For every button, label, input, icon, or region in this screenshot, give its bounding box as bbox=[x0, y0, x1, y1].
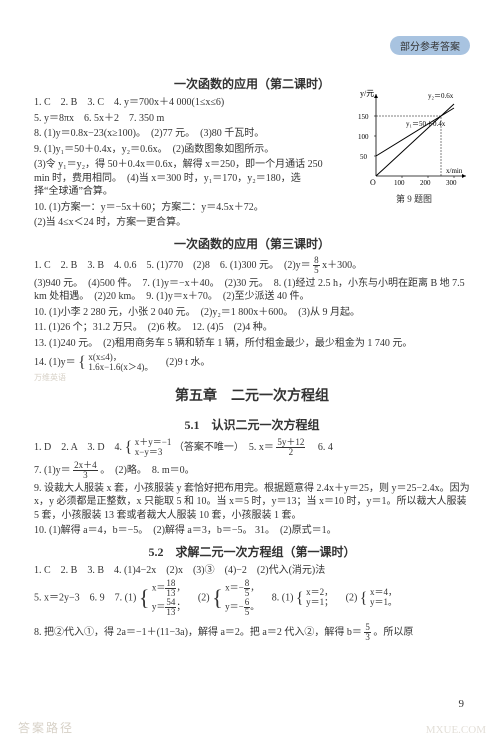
s3-line1: 1. D 2. A 3. D 4. { x＋y＝−1 x−y＝3 （答案不唯一）… bbox=[34, 437, 470, 459]
s2-line4: 11. (1)26 个；31.2 万只。 (2)6 枚。 12. (4)5 (2… bbox=[34, 321, 470, 335]
header-tag: 部分参考答案 bbox=[390, 36, 470, 55]
s4b3b: y＝1； bbox=[306, 598, 333, 608]
xtick-100: 100 bbox=[394, 179, 405, 187]
s4-l2b: (2) bbox=[188, 593, 210, 604]
ytick-100: 100 bbox=[358, 133, 369, 141]
s4-line3: 8. 把②代入①，得 2a＝−1＋(11−3a)，解得 a＝2。把 a＝2 代入… bbox=[34, 623, 470, 642]
s4b1b: y＝ bbox=[152, 602, 166, 612]
f1a: 1813 bbox=[165, 579, 176, 598]
s2-l6b: (2)9 t 水。 bbox=[156, 357, 210, 368]
s4-brace2: { bbox=[212, 583, 223, 613]
y-axis-label: y/元 bbox=[360, 89, 374, 98]
page-number: 9 bbox=[459, 698, 465, 710]
s4-brace3: { bbox=[296, 588, 304, 610]
ytick-50: 50 bbox=[360, 153, 368, 161]
watermark-middle: 万维英语 bbox=[34, 372, 66, 383]
line1-label: y₂＝0.6x bbox=[428, 92, 454, 100]
s4b4b: y＝1。 bbox=[370, 598, 397, 608]
watermark-bottom-right: MXUE.COM bbox=[426, 724, 486, 736]
s4-line1: 1. C 2. B 3. B 4. (1)4−2x (2)x (3)③ (4)−… bbox=[34, 564, 470, 578]
s1-line4: 9. (1)y₁＝50＋0.4x，y₂＝0.6x。 (2)函数图象如图所示。 bbox=[34, 143, 324, 157]
s3-line3: 9. 设裁大人服装 x 套，小孩服装 y 套恰好把布用完。根据题意得 2.4x＋… bbox=[34, 482, 470, 523]
f2a: 85 bbox=[244, 579, 251, 598]
s1-line7: (2)当 4≤x＜24 时，方案一更合算。 bbox=[34, 216, 324, 230]
s1-line1: 1. C 2. B 3. C 4. y＝700x＋4 000(1≤x≤6) bbox=[34, 96, 324, 110]
s4-brace4: { bbox=[360, 588, 368, 610]
graph-svg: y/元 y₂＝0.6x y₁＝50＋0.4x 50 100 150 100 20… bbox=[358, 88, 470, 188]
line-graph: y/元 y₂＝0.6x y₁＝50＋0.4x 50 100 150 100 20… bbox=[358, 88, 470, 205]
s4-brace1: { bbox=[139, 583, 150, 613]
chapter-title: 第五章 二元一次方程组 bbox=[34, 388, 470, 407]
section2-title: 一次函数的应用（第三课时） bbox=[34, 236, 470, 252]
s4-l3a: 8. 把②代入①，得 2a＝−1＋(11−3a)，解得 a＝2。把 a＝2 代入… bbox=[34, 627, 362, 638]
s3-line4: 10. (1)解得 a＝4，b＝−5。 (2)解得 a＝3，b＝−5。 31。 … bbox=[34, 524, 470, 538]
line2-label: y₁＝50＋0.4x bbox=[406, 120, 446, 128]
s4b1t: x＝ bbox=[152, 583, 166, 593]
s2-line3: 10. (1)小李 2 280 元，小张 2 040 元。 (2)y₂＝1 80… bbox=[34, 306, 470, 320]
s2-line6: 14. (1)y＝ { x(x≤4)， 1.6x−1.6(x＞4)。 (2)9 … bbox=[34, 352, 470, 374]
s4-l2a: 5. x＝2y−3 6. 9 7. (1) bbox=[34, 593, 136, 604]
section4-title: 5.2 求解二元一次方程组（第一课时） bbox=[34, 544, 470, 560]
s3-frac1: 5y＋122 bbox=[276, 438, 305, 457]
s4-f3: 53 bbox=[364, 623, 371, 642]
s3-l1b: （答案不唯一） 5. x＝ bbox=[174, 442, 274, 453]
s1-line5: (3)令 y₁＝y₂，得 50＋0.4x＝0.6x，解得 x＝250，即一个月通… bbox=[34, 158, 324, 199]
brace-bot: 1.6x−1.6(x＞4)。 bbox=[88, 363, 153, 373]
section3-title: 5.1 认识二元一次方程组 bbox=[34, 417, 470, 433]
s1-line6: 10. (1)方案一：y＝−5x＋60；方案二：y＝4.5x＋72。 bbox=[34, 201, 324, 215]
s2-line5: 13. (1)240 元。 (2)租用商务车 5 辆和轿车 1 辆，所付租金最少… bbox=[34, 337, 470, 351]
s3-frac2: 2x＋43 bbox=[73, 461, 98, 480]
s3-brace1: { bbox=[125, 437, 133, 459]
s3-l2b: 。 (2)略。 8. m＝0。 bbox=[100, 464, 194, 475]
s2-line2: (3)940 元。 (4)500 件。 7. (1)y＝−x＋40。 (2)30… bbox=[34, 277, 470, 304]
ytick-150: 150 bbox=[358, 113, 369, 121]
s4b2b: y＝− bbox=[225, 602, 244, 612]
xtick-200: 200 bbox=[420, 179, 431, 187]
watermark-bottom-left: 答案路径 bbox=[18, 719, 74, 736]
s2-l1b-text: x＋300。 bbox=[322, 260, 362, 271]
s4-l2c: 8. (1) bbox=[262, 593, 294, 604]
s3-b1-bot: x−y＝3 bbox=[135, 448, 172, 458]
x-axis-label: x/min bbox=[446, 167, 463, 175]
s4-l3b: 。所以原 bbox=[373, 627, 413, 638]
s3-l2a: 7. (1)y＝ bbox=[34, 464, 71, 475]
xtick-300: 300 bbox=[446, 179, 457, 187]
f1b: 5413 bbox=[165, 598, 176, 617]
piecewise-brace: { bbox=[78, 352, 86, 374]
s4b2t: x＝− bbox=[225, 583, 244, 593]
graph-caption: 第 9 题图 bbox=[358, 192, 470, 205]
s1-line2: 5. y＝8πx 6. 5x＋2 7. 350 m bbox=[34, 112, 324, 126]
s3-l1a: 1. D 2. A 3. D 4. bbox=[34, 442, 122, 453]
s2-l1-text: 1. C 2. B 3. B 4. 0.6 5. (1)770 (2)8 6. … bbox=[34, 260, 311, 271]
origin-label: O bbox=[370, 178, 376, 187]
s4-l2d: (2) bbox=[336, 593, 358, 604]
s1-line3: 8. (1)y＝0.8x−23(x≥100)。 (2)77 元。 (3)80 千… bbox=[34, 127, 324, 141]
frac-8-5: 85 bbox=[313, 256, 320, 275]
s3-l1c: 6. 4 bbox=[308, 442, 333, 453]
s3-line2: 7. (1)y＝ 2x＋43 。 (2)略。 8. m＝0。 bbox=[34, 461, 470, 480]
s4-line2: 5. x＝2y−3 6. 9 7. (1) { x＝1813， y＝5413； … bbox=[34, 579, 470, 617]
s2-line1: 1. C 2. B 3. B 4. 0.6 5. (1)770 (2)8 6. … bbox=[34, 256, 470, 275]
f2b: 65 bbox=[244, 598, 251, 617]
s2-l6a: 14. (1)y＝ bbox=[34, 357, 76, 368]
